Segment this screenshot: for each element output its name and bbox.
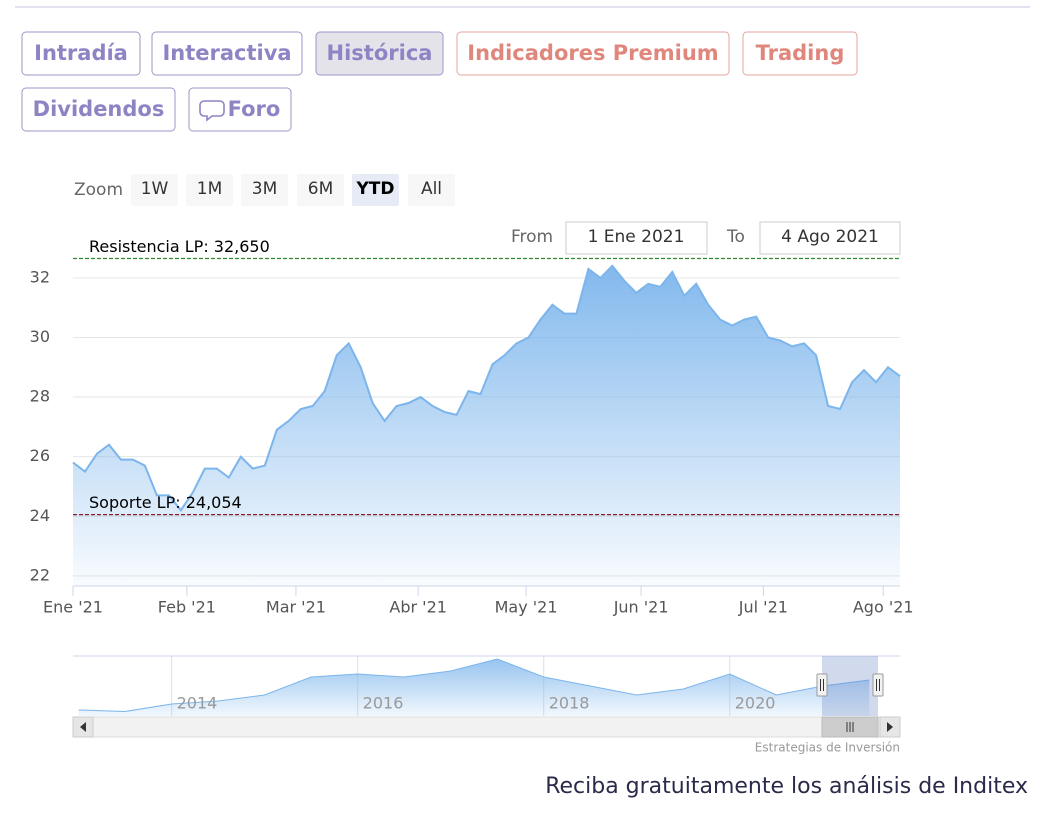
credits: Estrategias de Inversión <box>755 741 900 755</box>
zoom-button-label: YTD <box>355 179 394 199</box>
tab[interactable] <box>315 31 444 76</box>
x-tick-label: Ene '21 <box>43 598 103 617</box>
zoom-button-label: All <box>421 179 442 199</box>
zoom-button-label: 6M <box>308 179 333 199</box>
scroll-track[interactable] <box>72 716 901 738</box>
x-tick-label: 2018 <box>549 694 590 713</box>
to-value: 4 Ago 2021 <box>781 227 879 247</box>
tab[interactable] <box>742 31 858 76</box>
nav-handle-grip <box>820 679 824 691</box>
area <box>78 659 870 716</box>
main-chart: 22 24 26 28 30 32 Ene '21 Feb '21 Mar '21 Abr '21… <box>30 237 914 617</box>
zoom-button[interactable] <box>352 174 399 206</box>
x-tick-label: Abr '21 <box>389 598 447 617</box>
zoom-button[interactable] <box>408 174 455 206</box>
tab-label: Intradía <box>34 41 128 65</box>
zoom-label: Zoom <box>74 180 123 200</box>
y-tick-label: 30 <box>30 327 50 346</box>
range-selector: From 1 Ene 2021 To 4 Ago 2021 <box>511 221 901 255</box>
x-tick-label: 2020 <box>735 694 776 713</box>
zoom-button-label: 1W <box>141 179 169 199</box>
area <box>73 265 900 586</box>
nav-handle[interactable] <box>872 673 884 697</box>
footer-text: Reciba gratuitamente los análisis de Ind… <box>545 774 1028 799</box>
zoom-bar: Zoom 1W 1M 3M 6M YTD All <box>74 174 455 206</box>
to-input[interactable] <box>759 221 901 255</box>
scrollbar <box>72 716 901 738</box>
line <box>78 658 870 713</box>
to-label: To <box>726 227 745 247</box>
chat-icon <box>199 100 225 122</box>
tab-label: Indicadores Premium <box>467 41 718 65</box>
zoom-button[interactable] <box>297 174 344 206</box>
nav-handle[interactable] <box>816 673 828 697</box>
thumb-grip <box>846 722 854 732</box>
tab[interactable] <box>21 87 176 132</box>
tab-label: Dividendos <box>33 97 165 121</box>
zoom-button[interactable] <box>131 174 178 206</box>
tab[interactable] <box>456 31 730 76</box>
line <box>72 264 901 512</box>
x-tick-label: Ago '21 <box>853 598 914 617</box>
navigator: 2014 2016 2018 2020 <box>73 655 900 716</box>
tab-label: Trading <box>756 41 845 65</box>
zoom-button[interactable] <box>241 174 288 206</box>
tab[interactable] <box>21 31 141 76</box>
zoom-button[interactable] <box>186 174 233 206</box>
x-tick-label: May '21 <box>495 598 558 617</box>
x-tick-label: Mar '21 <box>266 598 326 617</box>
x-tick-label: Jun '21 <box>613 598 669 617</box>
tab[interactable] <box>188 87 292 132</box>
tab-label: Foro <box>228 97 281 121</box>
tab-label: Interactiva <box>162 41 291 65</box>
tab-label: Histórica <box>327 41 433 65</box>
tabs: Intradía Interactiva Histórica Indicadores … <box>21 31 858 132</box>
y-tick-label: 24 <box>30 506 50 525</box>
tab[interactable] <box>151 31 303 76</box>
zoom-button-label: 3M <box>252 179 277 199</box>
y-tick-label: 22 <box>30 565 50 584</box>
x-tick-label: 2016 <box>363 694 404 713</box>
arrow-right <box>887 722 893 732</box>
from-value: 1 Ene 2021 <box>588 227 685 247</box>
nav-selection[interactable] <box>822 656 878 716</box>
reference-label: Resistencia LP: 32,650 <box>89 237 270 256</box>
nav-handle-grip <box>876 679 880 691</box>
x-tick-label: Jul '21 <box>738 598 788 617</box>
from-label: From <box>511 227 553 247</box>
x-tick-label: Feb '21 <box>158 598 216 617</box>
zoom-button-label: 1M <box>197 179 222 199</box>
y-tick-label: 32 <box>30 267 50 286</box>
arrow-left <box>80 722 86 732</box>
y-tick-label: 28 <box>30 387 50 406</box>
y-tick-label: 26 <box>30 446 50 465</box>
reference-label: Soporte LP: 24,054 <box>89 493 242 512</box>
from-input[interactable] <box>565 221 708 255</box>
x-tick-label: 2014 <box>177 694 218 713</box>
